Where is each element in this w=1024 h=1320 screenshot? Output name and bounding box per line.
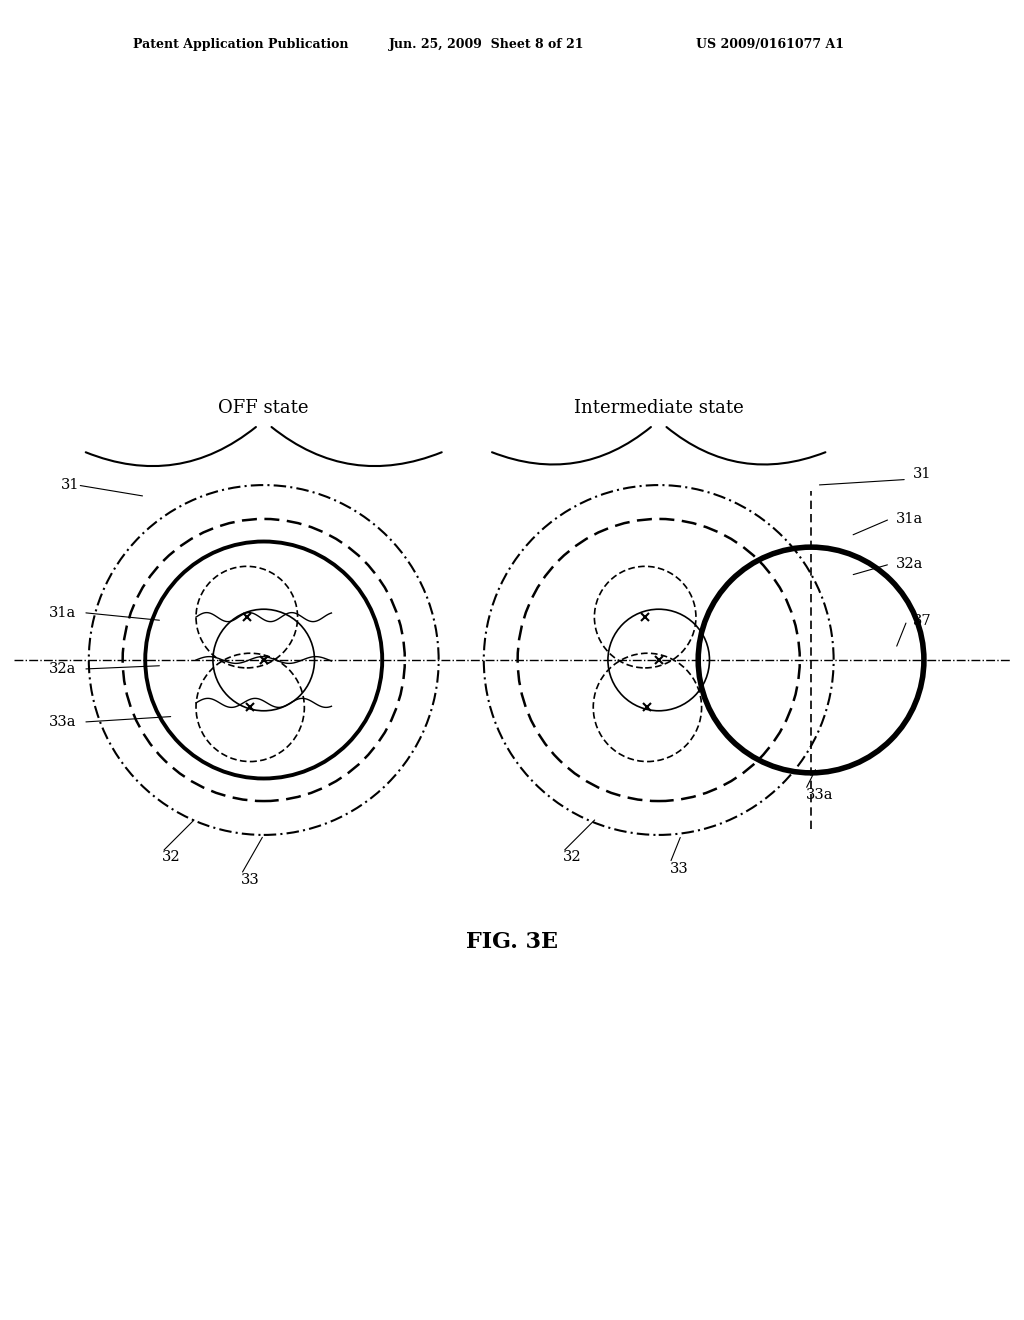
Text: 33a: 33a bbox=[806, 788, 833, 803]
Text: 37: 37 bbox=[912, 614, 931, 627]
Text: 32: 32 bbox=[563, 850, 582, 865]
Text: FIG. 3E: FIG. 3E bbox=[466, 931, 558, 953]
Text: 31a: 31a bbox=[49, 606, 77, 619]
Text: 33: 33 bbox=[242, 873, 260, 887]
Text: 32a: 32a bbox=[896, 557, 923, 572]
Text: Jun. 25, 2009  Sheet 8 of 21: Jun. 25, 2009 Sheet 8 of 21 bbox=[389, 37, 585, 50]
Text: Intermediate state: Intermediate state bbox=[573, 400, 743, 417]
Text: Patent Application Publication: Patent Application Publication bbox=[133, 37, 348, 50]
Text: 33a: 33a bbox=[49, 715, 77, 729]
Text: OFF state: OFF state bbox=[218, 400, 309, 417]
Text: 31: 31 bbox=[60, 478, 79, 492]
Text: 33: 33 bbox=[670, 862, 689, 875]
Text: 32a: 32a bbox=[49, 663, 77, 676]
Text: US 2009/0161077 A1: US 2009/0161077 A1 bbox=[696, 37, 845, 50]
Text: 31a: 31a bbox=[896, 512, 923, 525]
Text: 31: 31 bbox=[912, 467, 931, 480]
Text: 32: 32 bbox=[162, 850, 181, 865]
